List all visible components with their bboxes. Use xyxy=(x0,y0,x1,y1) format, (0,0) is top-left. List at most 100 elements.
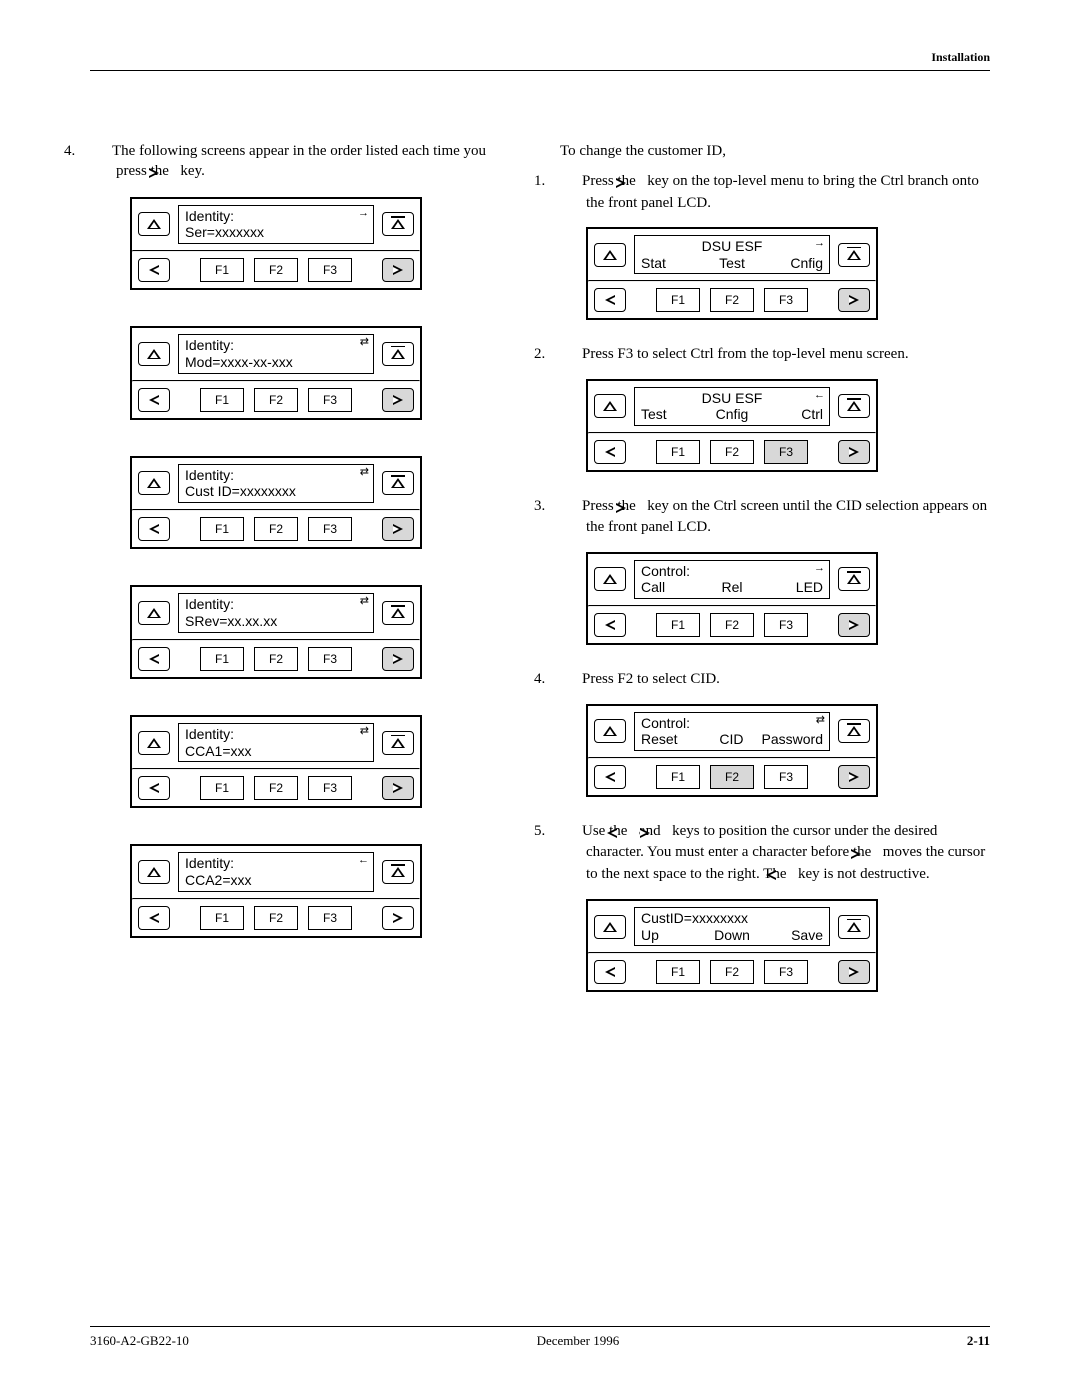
f3-button[interactable]: F3 xyxy=(308,258,352,282)
step-1: 1.Press the key on the top-level menu to… xyxy=(560,171,990,213)
triangle-left-icon xyxy=(149,265,159,275)
triangle-up-icon xyxy=(147,608,161,618)
f3-button[interactable]: F3 xyxy=(308,776,352,800)
f2-button[interactable]: F2 xyxy=(710,440,754,464)
f2-button[interactable]: F2 xyxy=(710,765,754,789)
home-button[interactable] xyxy=(838,243,870,267)
triangle-up-icon xyxy=(147,867,161,877)
f1-button[interactable]: F1 xyxy=(656,613,700,637)
up-button[interactable] xyxy=(138,601,170,625)
lcd-screen: Control: ResetCIDPassword ⇄ xyxy=(634,712,830,752)
left-button[interactable] xyxy=(138,776,170,800)
right-button[interactable] xyxy=(838,288,870,312)
lcd-line2: CCA1=xxx xyxy=(185,743,367,760)
lcd-screen: CustID=xxxxxxxx UpDownSave xyxy=(634,907,830,947)
up-button[interactable] xyxy=(594,394,626,418)
left-intro: 4.The following screens appear in the or… xyxy=(90,141,520,183)
left-button[interactable] xyxy=(138,388,170,412)
f3-button[interactable]: F3 xyxy=(764,960,808,984)
right-button[interactable] xyxy=(838,960,870,984)
f3-button[interactable]: F3 xyxy=(764,440,808,464)
f2-button[interactable]: F2 xyxy=(254,647,298,671)
lcd-option: CID xyxy=(701,731,761,748)
right-column: To change the customer ID, 1.Press the k… xyxy=(560,141,990,1016)
f1-button[interactable]: F1 xyxy=(200,647,244,671)
left-intro-num: 4. xyxy=(90,141,112,161)
f1-button[interactable]: F1 xyxy=(200,258,244,282)
home-button[interactable] xyxy=(838,567,870,591)
right-button[interactable] xyxy=(382,776,414,800)
f3-button[interactable]: F3 xyxy=(308,517,352,541)
right-button[interactable] xyxy=(838,613,870,637)
home-button[interactable] xyxy=(382,212,414,236)
home-button[interactable] xyxy=(382,342,414,366)
f2-button[interactable]: F2 xyxy=(254,517,298,541)
left-button[interactable] xyxy=(594,440,626,464)
lcd-option: Password xyxy=(762,731,823,748)
right-button[interactable] xyxy=(838,440,870,464)
up-button[interactable] xyxy=(594,719,626,743)
lcd-screen: Control: CallRelLED → xyxy=(634,560,830,600)
triangle-right-icon xyxy=(393,654,403,664)
f1-button[interactable]: F1 xyxy=(656,440,700,464)
header-rule xyxy=(90,70,990,71)
up-button[interactable] xyxy=(138,731,170,755)
right-button[interactable] xyxy=(382,647,414,671)
home-button[interactable] xyxy=(382,471,414,495)
f2-button[interactable]: F2 xyxy=(710,288,754,312)
left-button[interactable] xyxy=(594,765,626,789)
f1-button[interactable]: F1 xyxy=(200,776,244,800)
right-button[interactable] xyxy=(382,517,414,541)
up-button[interactable] xyxy=(138,471,170,495)
triangle-up-bar-icon xyxy=(391,349,405,359)
left-button[interactable] xyxy=(138,647,170,671)
f3-button[interactable]: F3 xyxy=(308,906,352,930)
f2-button[interactable]: F2 xyxy=(710,960,754,984)
home-button[interactable] xyxy=(838,394,870,418)
triangle-right-icon xyxy=(849,620,859,630)
f1-button[interactable]: F1 xyxy=(656,765,700,789)
function-keys: F1 F2 F3 xyxy=(178,776,374,800)
f2-button[interactable]: F2 xyxy=(254,776,298,800)
home-button[interactable] xyxy=(838,915,870,939)
f3-button[interactable]: F3 xyxy=(308,647,352,671)
f2-button[interactable]: F2 xyxy=(254,906,298,930)
home-button[interactable] xyxy=(838,719,870,743)
right-button[interactable] xyxy=(382,906,414,930)
left-button[interactable] xyxy=(138,906,170,930)
f3-button[interactable]: F3 xyxy=(308,388,352,412)
f3-button[interactable]: F3 xyxy=(764,288,808,312)
f1-button[interactable]: F1 xyxy=(200,906,244,930)
f1-button[interactable]: F1 xyxy=(656,960,700,984)
lcd-option: Ctrl xyxy=(762,406,823,423)
left-button[interactable] xyxy=(594,288,626,312)
footer-date: December 1996 xyxy=(537,1333,620,1349)
f2-button[interactable]: F2 xyxy=(254,258,298,282)
home-button[interactable] xyxy=(382,731,414,755)
up-button[interactable] xyxy=(594,915,626,939)
right-button[interactable] xyxy=(382,258,414,282)
f2-button[interactable]: F2 xyxy=(710,613,754,637)
f2-button[interactable]: F2 xyxy=(254,388,298,412)
f1-button[interactable]: F1 xyxy=(656,288,700,312)
home-button[interactable] xyxy=(382,601,414,625)
left-button[interactable] xyxy=(138,258,170,282)
f1-button[interactable]: F1 xyxy=(200,517,244,541)
up-button[interactable] xyxy=(138,342,170,366)
function-keys: F1 F2 F3 xyxy=(178,258,374,282)
up-button[interactable] xyxy=(138,860,170,884)
up-button[interactable] xyxy=(594,567,626,591)
f3-button[interactable]: F3 xyxy=(764,613,808,637)
up-button[interactable] xyxy=(138,212,170,236)
home-button[interactable] xyxy=(382,860,414,884)
lcd-option: Down xyxy=(702,927,763,944)
left-button[interactable] xyxy=(594,613,626,637)
right-button[interactable] xyxy=(838,765,870,789)
f3-button[interactable]: F3 xyxy=(764,765,808,789)
f1-button[interactable]: F1 xyxy=(200,388,244,412)
up-button[interactable] xyxy=(594,243,626,267)
right-button[interactable] xyxy=(382,388,414,412)
left-button[interactable] xyxy=(594,960,626,984)
left-button[interactable] xyxy=(138,517,170,541)
triangle-left-icon xyxy=(605,772,615,782)
